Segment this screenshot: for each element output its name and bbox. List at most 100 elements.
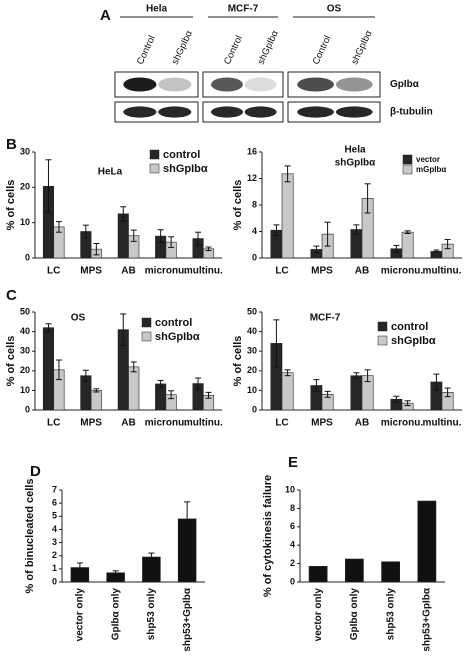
y-tick-label: 3 [52, 537, 57, 547]
bar [401, 231, 414, 259]
error-bar [195, 377, 202, 390]
error-bar [195, 231, 202, 246]
legend-label: shGpIbα [391, 335, 436, 347]
y-tick-label: 30 [20, 146, 30, 156]
group-label: MCF-7 [228, 4, 259, 15]
error-bar [120, 206, 127, 222]
blot-band [335, 77, 373, 92]
legend-swatch [377, 321, 388, 332]
error-bar [45, 159, 52, 214]
blot-band [211, 106, 243, 118]
bar [281, 372, 294, 411]
y-axis-label: % of cells [5, 180, 17, 231]
x-tick-label: multinu. [184, 266, 223, 277]
error-bar [444, 387, 451, 398]
lane-label: shGpIbα [256, 28, 281, 66]
panel-label: E [288, 454, 298, 471]
row-label: β-tubulin [390, 107, 433, 118]
x-tick-label: LC [275, 418, 288, 429]
lane-label: Control [311, 34, 334, 66]
x-tick-label: AB [121, 418, 135, 429]
y-tick-label: 30 [20, 346, 30, 356]
error-bar [273, 224, 280, 236]
error-bar [313, 379, 320, 392]
y-tick-label: 0 [25, 404, 30, 414]
error-bar [112, 570, 119, 576]
error-bar [82, 369, 89, 382]
y-tick-label: 1 [52, 563, 57, 573]
error-bar [364, 369, 371, 383]
y-axis-label: % of cells [232, 336, 244, 387]
error-bar [168, 390, 175, 400]
error-bar [393, 244, 400, 253]
lane-label: Control [222, 34, 245, 66]
x-tick-label: vector only [313, 588, 324, 642]
error-bar [45, 323, 52, 333]
bar [381, 561, 400, 583]
row-label: GpIbα [390, 79, 420, 90]
y-tick-label: 0 [52, 576, 57, 586]
blot-box [287, 101, 381, 123]
x-tick-label: LC [47, 266, 60, 277]
x-tick-label: LC [275, 266, 288, 277]
x-tick-label: multinu. [184, 418, 223, 429]
error-bar [55, 359, 62, 381]
x-tick-label: shp53+GpIbα [182, 587, 193, 652]
group-label: Hela [146, 4, 168, 15]
error-bar [55, 221, 62, 233]
legend-swatch [149, 163, 160, 174]
legend-swatch [402, 154, 413, 165]
y-tick-label: 0 [252, 252, 257, 262]
error-bar [324, 390, 331, 398]
blot-band [297, 77, 334, 92]
chart-subtitle: shGpIbα [335, 158, 376, 169]
blot-band [335, 106, 373, 118]
error-bar [148, 552, 155, 562]
error-bar [353, 372, 360, 380]
error-bar [433, 373, 440, 391]
blot-band [123, 106, 157, 118]
y-tick-label: 10 [20, 385, 30, 395]
y-tick-label: 12 [247, 173, 257, 183]
x-tick-label: GpIbα only [349, 588, 360, 641]
x-tick-label: MPS [80, 266, 102, 277]
x-tick-label: micronu. [145, 266, 187, 277]
blot-band [297, 106, 334, 118]
y-tick-label: 30 [247, 346, 257, 356]
y-tick-label: 2 [52, 550, 57, 560]
x-tick-label: LC [47, 418, 60, 429]
y-tick-label: 5 [52, 511, 57, 521]
blot-band [123, 77, 157, 92]
y-tick-label: 40 [247, 326, 257, 336]
x-tick-label: vector only [75, 588, 86, 642]
x-tick-label: multinu. [423, 266, 462, 277]
error-bar [433, 249, 440, 254]
x-tick-label: micronu. [381, 266, 423, 277]
error-bar [284, 369, 291, 377]
y-tick-label: 20 [20, 365, 30, 375]
x-tick-label: AB [121, 266, 135, 277]
error-bar [130, 361, 137, 373]
legend-label: control [391, 321, 428, 333]
legend-swatch [141, 331, 152, 342]
error-bar [168, 236, 175, 248]
bar [308, 566, 328, 583]
legend-swatch [402, 164, 413, 175]
error-bar [157, 379, 164, 388]
blot-band [244, 106, 277, 118]
panel-label: C [6, 287, 17, 304]
blot-band [158, 77, 192, 92]
panel-label: A [100, 7, 111, 24]
y-tick-label: 0 [290, 576, 295, 586]
y-axis-label: % of cells [5, 336, 17, 387]
bar [42, 327, 55, 411]
x-tick-label: AB [355, 418, 369, 429]
y-tick-label: 16 [247, 146, 257, 156]
error-bar [120, 313, 127, 346]
x-tick-label: MPS [311, 418, 333, 429]
y-tick-label: 40 [20, 326, 30, 336]
x-tick-label: multinu. [423, 418, 462, 429]
y-tick-label: 4 [252, 226, 257, 236]
blot-box [202, 71, 284, 98]
